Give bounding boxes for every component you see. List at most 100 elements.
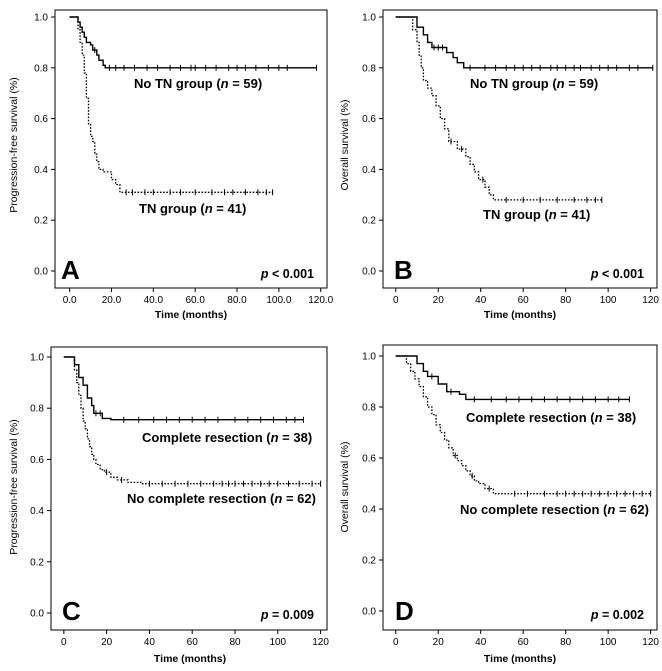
y-tick-label: 0.4 [362, 505, 376, 516]
x-tick-label: 80.0 [227, 295, 247, 306]
y-tick-label: 0.6 [362, 454, 376, 465]
km-curves [63, 356, 322, 487]
y-tick-label: 1.0 [362, 352, 376, 363]
y-ticks: 0.0 0.2 0.4 0.6 0.8 1.0 [362, 352, 383, 618]
y-tick-label: 0.8 [34, 63, 48, 74]
x-ticks: 0.0 20.0 40.0 60.0 80.0 100.0 120.0 [63, 288, 334, 306]
km-curve-solid [69, 16, 317, 69]
km-curve-dotted [395, 16, 602, 201]
y-tick-label: 1.0 [30, 353, 44, 364]
p-value: p = 0.002 [590, 608, 644, 622]
km-curve-solid [63, 356, 304, 421]
x-tick-label: 40 [475, 637, 487, 648]
x-tick-label: 120.0 [308, 295, 333, 306]
x-ticks: 0 20 40 60 80 100 120 [393, 288, 659, 306]
panel-letter: C [62, 596, 81, 626]
y-tick-label: 0.2 [362, 556, 376, 567]
km-curve-solid [395, 355, 630, 401]
km-curves [69, 16, 318, 196]
km-curves [395, 16, 654, 203]
y-tick-label: 0.0 [30, 609, 44, 620]
y-tick-label: 0.4 [362, 165, 376, 176]
x-tick-label: 0 [393, 637, 399, 648]
series-label-no-tn: No TN group (n = 59) [134, 76, 262, 91]
x-tick-label: 20.0 [102, 295, 122, 306]
x-tick-label: 0.0 [63, 295, 77, 306]
panel-c: 0.0 0.2 0.4 0.6 0.8 1.0 0 20 40 60 80 100 120 Progr… [8, 346, 329, 665]
series-label-tn: TN group (n = 41) [139, 201, 246, 216]
y-tick-label: 0.2 [34, 216, 48, 227]
plot-frame [50, 346, 328, 631]
x-tick-label: 60.0 [185, 295, 205, 306]
p-value: p < 0.001 [590, 267, 644, 281]
series-label-complete: Complete resection (n = 38) [142, 430, 312, 445]
x-tick-label: 120 [642, 295, 659, 306]
plot-frame [382, 344, 658, 631]
x-tick-label: 20 [101, 637, 113, 648]
x-tick-label: 80 [560, 637, 572, 648]
x-axis-title: Time (months) [155, 309, 227, 321]
panel-letter: D [395, 596, 414, 626]
x-tick-label: 80 [229, 637, 241, 648]
y-tick-label: 0.8 [30, 404, 44, 415]
p-value: p < 0.001 [260, 267, 314, 281]
y-tick-label: 0.0 [34, 267, 48, 278]
panel-a: 0.0 0.2 0.4 0.6 0.8 1.0 0.0 20.0 40.0 60.0 80.0 10… [8, 9, 334, 321]
y-tick-label: 0.6 [30, 455, 44, 466]
y-tick-label: 0.2 [362, 216, 376, 227]
series-label-no-complete: No complete resection (n = 62) [127, 491, 316, 506]
x-tick-label: 0 [61, 637, 67, 648]
x-axis-title: Time (months) [484, 309, 556, 321]
x-tick-label: 100 [600, 637, 617, 648]
panel-letter: B [394, 255, 413, 285]
x-tick-label: 40.0 [144, 295, 164, 306]
y-tick-label: 0.8 [362, 403, 376, 414]
series-label-no-complete: No complete resection (n = 62) [460, 502, 649, 517]
p-value: p = 0.009 [260, 608, 314, 622]
x-tick-label: 40 [475, 295, 487, 306]
y-tick-label: 0.0 [362, 607, 376, 618]
y-tick-label: 0.6 [362, 114, 376, 125]
km-curves [395, 355, 652, 497]
panel-b: 0.0 0.2 0.4 0.6 0.8 1.0 0 20 40 60 80 100 120 Overa… [339, 9, 659, 321]
y-axis-title: Progression-free survival (%) [8, 419, 20, 554]
km-curve-dotted [63, 356, 321, 485]
plot-frame [382, 9, 658, 289]
x-tick-label: 0 [393, 295, 399, 306]
x-ticks: 0 20 40 60 80 100 120 [393, 630, 659, 648]
x-axis-title: Time (months) [154, 653, 226, 665]
x-tick-label: 20 [433, 637, 445, 648]
y-axis-title: Overall survival (%) [339, 99, 351, 190]
y-ticks: 0.0 0.2 0.4 0.6 0.8 1.0 [30, 353, 51, 620]
y-tick-label: 0.0 [362, 267, 376, 278]
y-ticks: 0.0 0.2 0.4 0.6 0.8 1.0 [362, 13, 383, 278]
x-tick-label: 20 [433, 295, 445, 306]
x-axis-title: Time (months) [484, 653, 556, 665]
km-curve-dotted [395, 355, 651, 495]
x-ticks: 0 20 40 60 80 100 120 [61, 630, 329, 648]
panel-d: 0.0 0.2 0.4 0.6 0.8 1.0 0 20 40 60 80 100 120 Overa… [339, 344, 659, 665]
y-tick-label: 1.0 [34, 13, 48, 24]
plot-frame [54, 9, 328, 289]
y-ticks: 0.0 0.2 0.4 0.6 0.8 1.0 [34, 13, 55, 278]
y-axis-title: Overall survival (%) [339, 441, 351, 532]
km-curve-dotted [69, 16, 273, 193]
panel-letter: A [61, 255, 80, 285]
y-tick-label: 0.2 [30, 557, 44, 568]
y-tick-label: 0.8 [362, 63, 376, 74]
series-label-complete: Complete resection (n = 38) [466, 410, 636, 425]
y-tick-label: 0.4 [30, 506, 44, 517]
x-tick-label: 40 [144, 637, 156, 648]
x-tick-label: 120 [312, 637, 329, 648]
y-tick-label: 1.0 [362, 13, 376, 24]
y-axis-title: Progression-free survival (%) [8, 77, 20, 212]
km-curve-solid [395, 16, 653, 69]
x-tick-label: 60 [518, 637, 530, 648]
series-label-tn: TN group (n = 41) [483, 207, 590, 222]
x-tick-label: 100 [269, 637, 286, 648]
series-label-no-tn: No TN group (n = 59) [470, 76, 598, 91]
x-tick-label: 60 [187, 637, 199, 648]
x-tick-label: 100 [600, 295, 617, 306]
x-tick-label: 80 [560, 295, 572, 306]
